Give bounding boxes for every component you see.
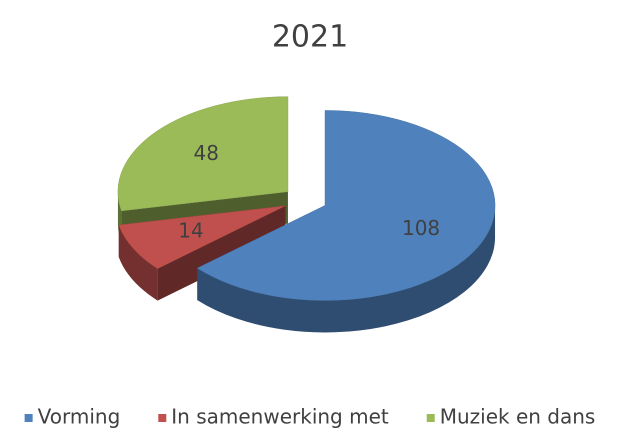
legend-swatch xyxy=(158,414,167,422)
legend-label: Vorming xyxy=(38,405,121,429)
chart-title: 2021 xyxy=(272,20,348,55)
pie-slice xyxy=(196,110,496,333)
data-label: 14 xyxy=(178,219,203,243)
legend-label: In samenwerking met xyxy=(171,405,389,429)
pie-slice xyxy=(118,205,286,301)
legend-swatch xyxy=(24,414,33,422)
slice-top xyxy=(117,96,289,212)
slice-top xyxy=(196,110,496,301)
legend-swatch xyxy=(426,414,435,422)
slice-top xyxy=(118,205,286,269)
data-label: 108 xyxy=(402,216,440,240)
data-label: 48 xyxy=(194,141,219,165)
legend-label: Muziek en dans xyxy=(440,405,596,429)
slice-wall xyxy=(197,205,496,333)
slice-wall xyxy=(118,225,158,301)
